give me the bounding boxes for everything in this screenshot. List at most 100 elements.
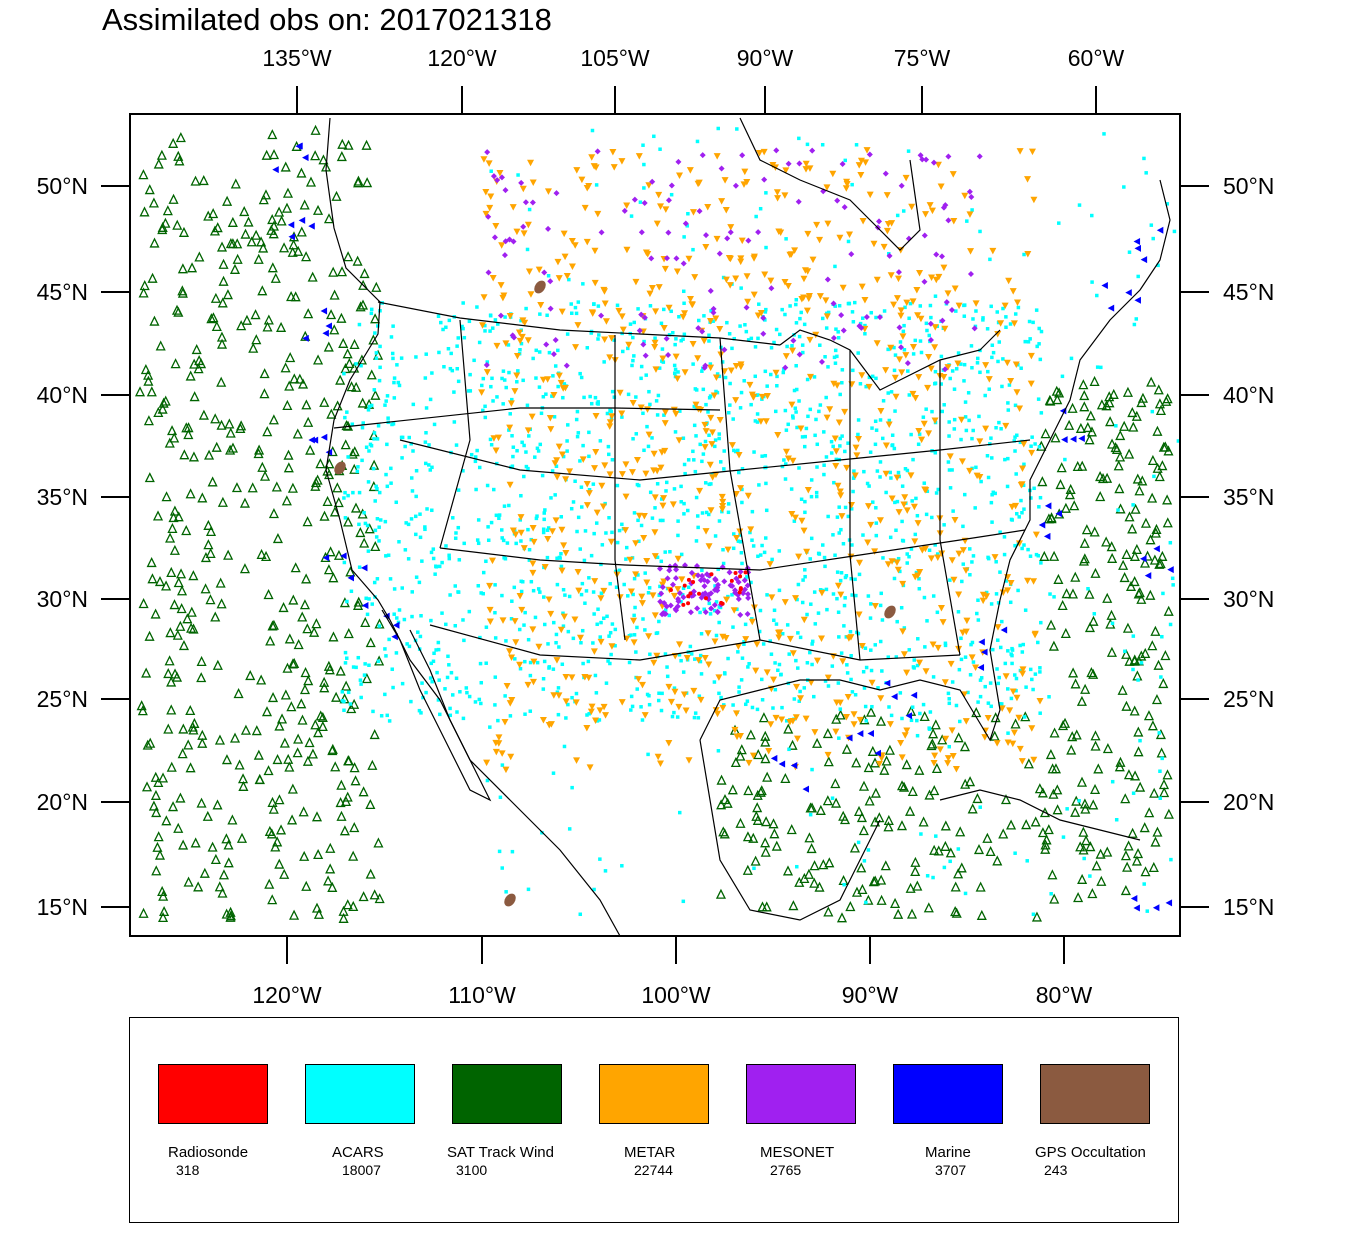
sat-wind-marker: [1147, 492, 1158, 503]
sat-wind-marker: [171, 671, 183, 682]
acars-marker: [569, 302, 573, 306]
acars-marker: [526, 466, 530, 471]
sat-wind-marker: [1071, 729, 1082, 740]
acars-marker: [813, 433, 817, 438]
sat-wind-marker: [940, 840, 951, 851]
metar-marker: [823, 184, 831, 191]
acars-marker: [870, 704, 874, 709]
acars-marker: [1110, 621, 1115, 626]
acars-marker: [869, 668, 874, 673]
sat-wind-marker: [258, 242, 269, 253]
acars-marker: [935, 552, 940, 556]
sat-wind-marker: [1030, 816, 1041, 827]
acars-marker: [592, 612, 596, 616]
sat-wind-marker: [155, 340, 166, 351]
metar-marker: [792, 714, 800, 721]
sat-wind-marker: [1080, 683, 1091, 694]
acars-marker: [815, 465, 819, 469]
marine-marker: [1130, 895, 1138, 903]
acars-marker: [781, 370, 786, 375]
metar-marker: [931, 417, 939, 424]
metar-marker: [525, 268, 533, 275]
sat-wind-marker: [1047, 869, 1058, 880]
acars-marker: [383, 692, 387, 697]
acars-marker: [913, 532, 918, 537]
acars-marker: [473, 700, 478, 704]
acars-marker: [542, 517, 546, 522]
acars-marker: [1022, 543, 1026, 547]
metar-marker: [625, 341, 633, 349]
metar-marker: [539, 716, 547, 724]
acars-marker: [643, 628, 647, 632]
metar-marker: [712, 315, 720, 322]
metar-marker: [752, 667, 760, 675]
marine-marker: [977, 663, 985, 671]
metar-marker: [529, 569, 537, 577]
acars-marker: [888, 470, 892, 475]
acars-marker: [812, 694, 816, 699]
metar-marker: [1027, 352, 1035, 360]
sat-wind-marker: [1115, 756, 1126, 767]
metar-marker: [850, 721, 858, 728]
sat-wind-marker: [1031, 911, 1042, 922]
sat-wind-marker: [374, 893, 385, 904]
acars-marker: [580, 505, 584, 509]
marine-marker: [287, 221, 295, 229]
acars-marker: [554, 632, 559, 637]
acars-marker: [933, 294, 938, 298]
metar-marker: [915, 374, 923, 381]
sat-wind-marker: [138, 907, 149, 918]
mesonet-marker: [550, 351, 557, 358]
sat-wind-marker: [1155, 404, 1167, 415]
sat-wind-marker: [1162, 517, 1173, 528]
acars-marker: [1020, 546, 1024, 551]
acars-marker: [934, 834, 938, 838]
marine-marker: [1156, 226, 1164, 234]
acars-marker: [717, 691, 721, 696]
acars-marker: [743, 323, 747, 327]
sat-wind-marker: [149, 237, 160, 248]
mesonet-marker: [876, 314, 883, 321]
acars-marker: [832, 355, 837, 360]
metar-marker: [930, 760, 938, 767]
metar-marker: [1002, 422, 1010, 430]
legend-count: 18007: [342, 1162, 381, 1178]
sat-wind-marker: [168, 511, 179, 523]
mesonet-marker: [553, 190, 560, 197]
sat-wind-marker: [310, 477, 322, 488]
sat-wind-marker: [325, 842, 336, 853]
acars-marker: [455, 710, 459, 714]
acars-marker: [931, 594, 936, 598]
sat-wind-marker: [1120, 793, 1131, 804]
acars-marker: [501, 538, 506, 543]
acars-marker: [513, 657, 517, 661]
mesonet-marker: [971, 325, 978, 332]
sat-wind-marker: [1153, 659, 1164, 670]
acars-marker: [375, 577, 380, 581]
acars-marker: [357, 565, 362, 569]
acars-marker: [696, 716, 701, 720]
acars-marker: [1022, 462, 1026, 467]
right-lat-label: 15°N: [1223, 894, 1274, 920]
sat-wind-marker: [1089, 526, 1100, 537]
sat-wind-marker: [358, 786, 369, 797]
sat-wind-marker: [1046, 619, 1057, 630]
sat-wind-marker: [352, 599, 364, 610]
sat-wind-marker: [183, 422, 194, 433]
sat-wind-marker: [274, 720, 285, 731]
acars-marker: [676, 370, 680, 374]
sat-wind-marker: [783, 723, 794, 734]
acars-marker: [566, 702, 570, 707]
sat-wind-marker: [153, 776, 164, 788]
metar-marker: [718, 493, 726, 501]
acars-marker: [915, 718, 919, 723]
metar-marker: [520, 230, 528, 237]
acars-marker: [704, 510, 709, 515]
acars-marker: [525, 403, 530, 408]
acars-marker: [775, 374, 779, 379]
acars-marker: [357, 490, 362, 495]
acars-marker: [995, 638, 1000, 642]
legend-label: Marine: [925, 1144, 971, 1161]
acars-marker: [538, 442, 543, 447]
acars-marker: [994, 592, 999, 596]
